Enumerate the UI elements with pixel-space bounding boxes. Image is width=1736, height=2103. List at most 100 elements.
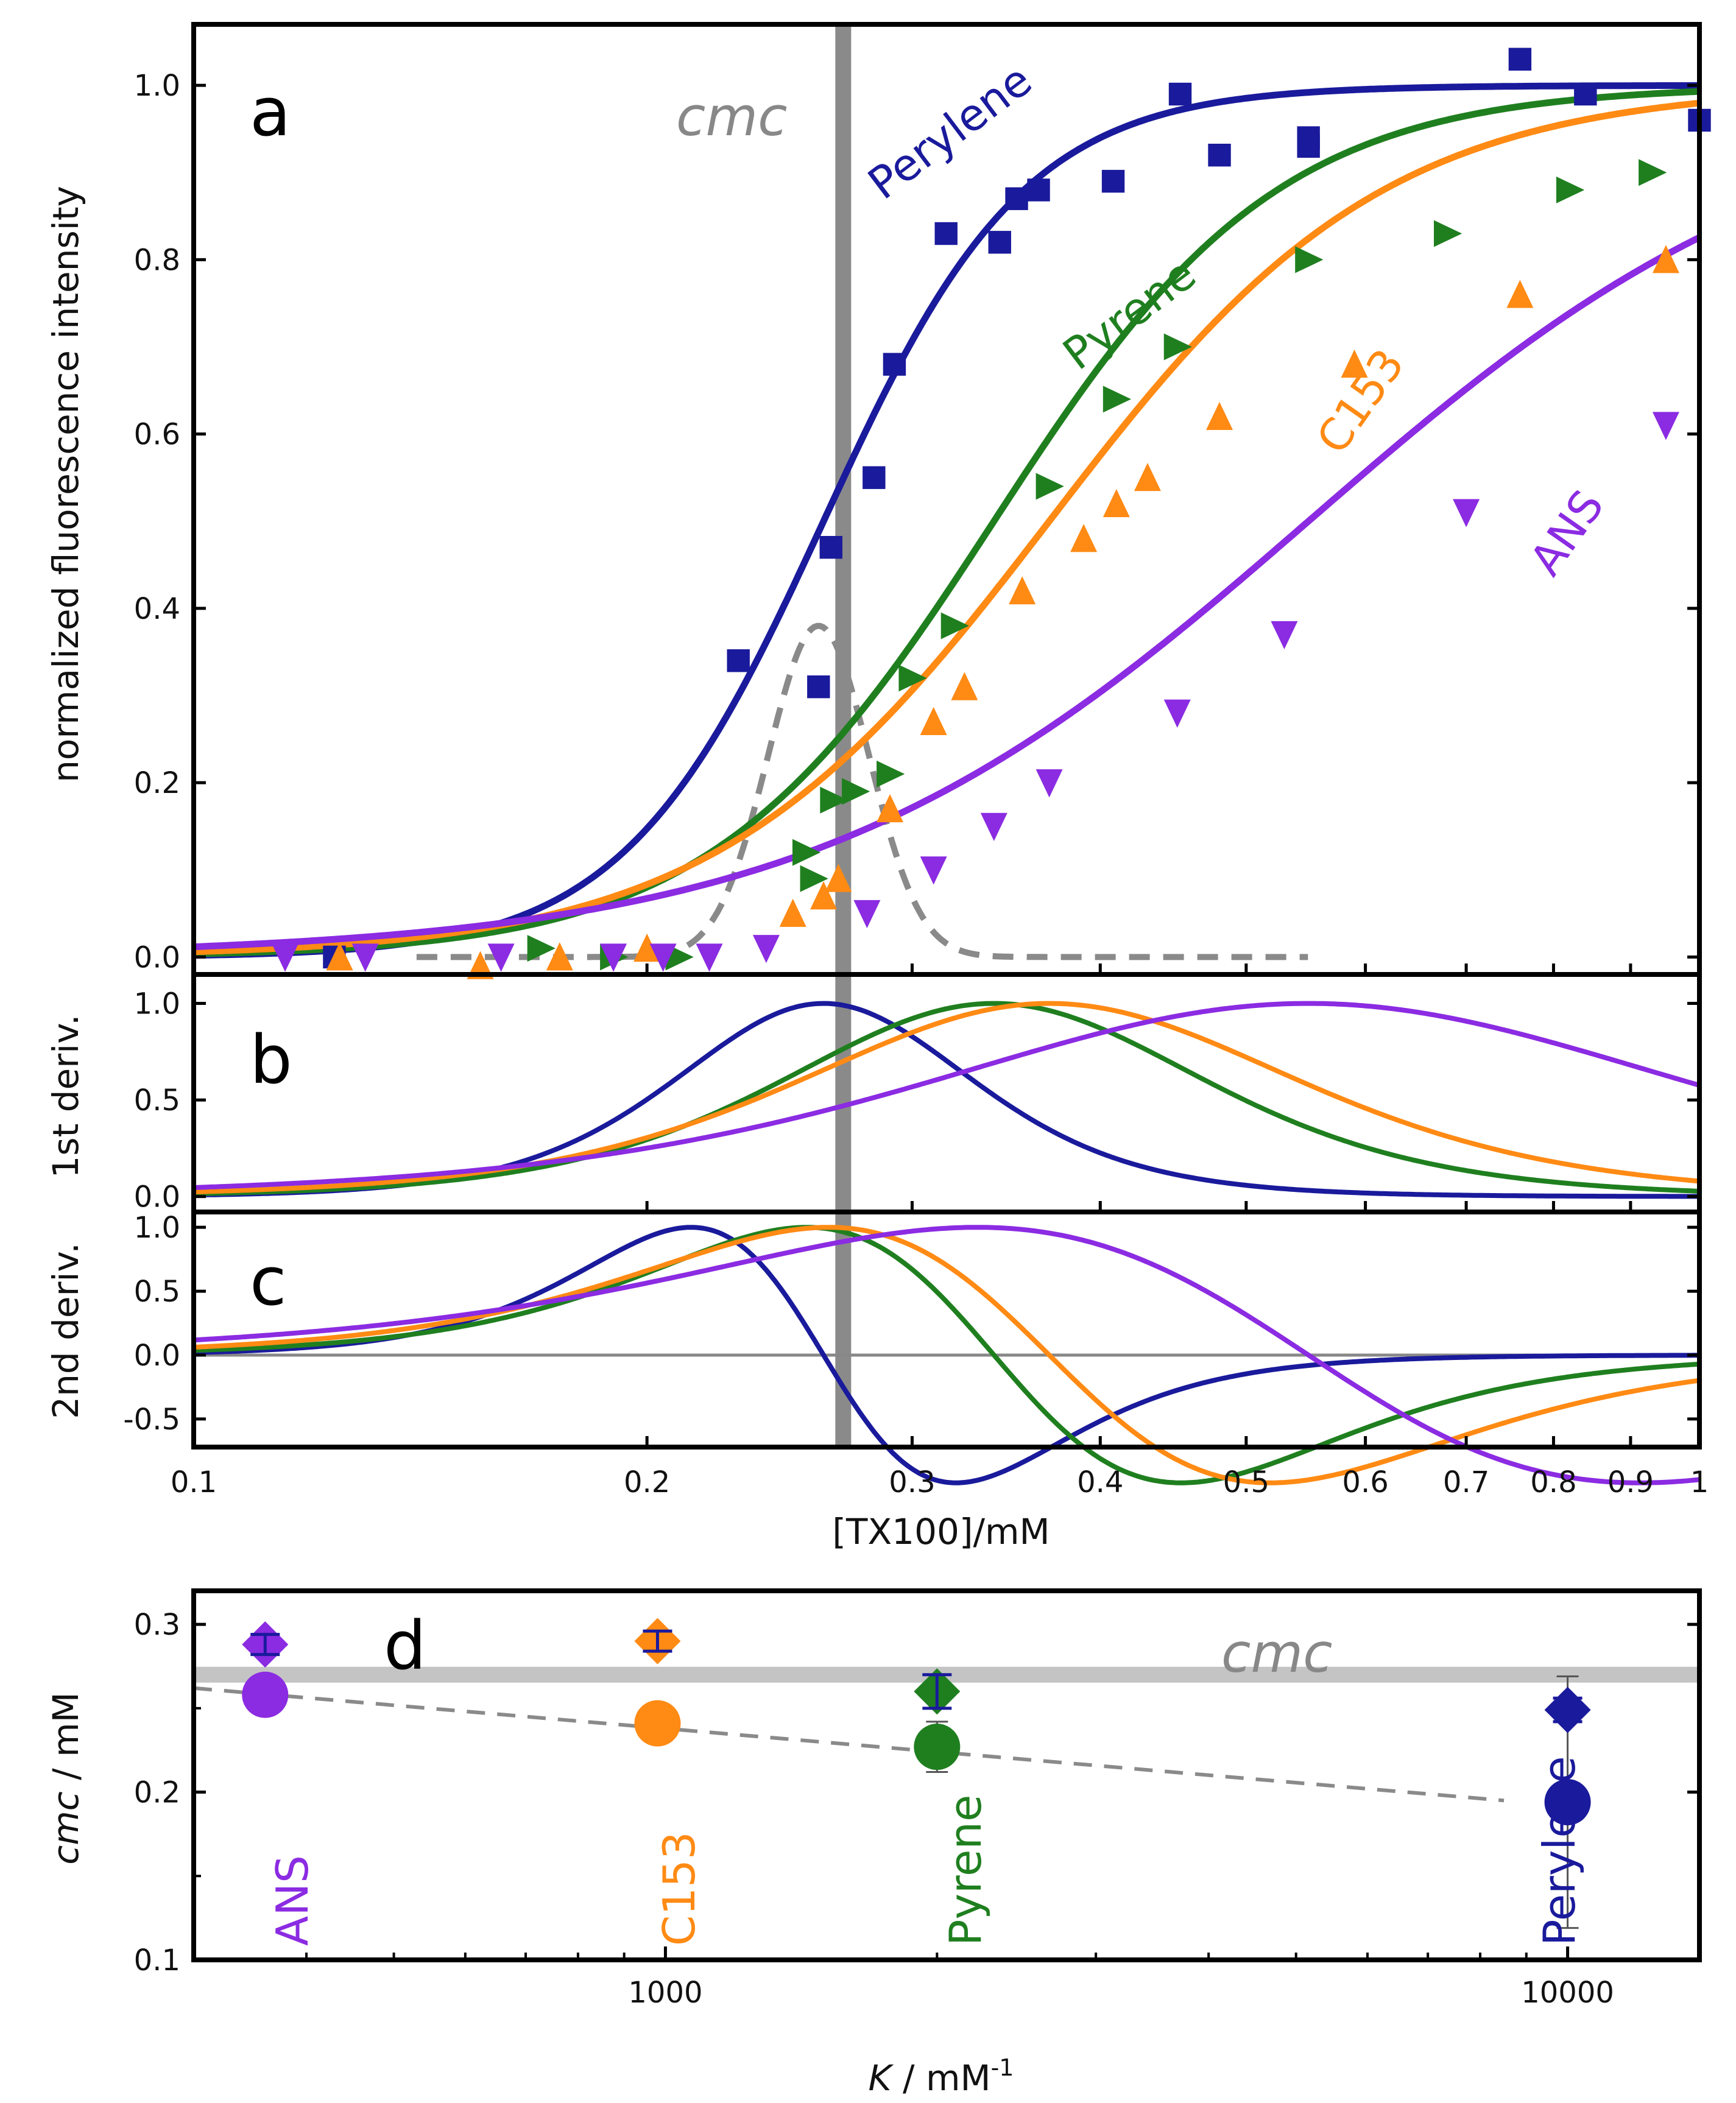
panel-label-c: c bbox=[250, 1242, 286, 1320]
first-derivative-perylene bbox=[193, 1001, 1699, 1199]
data-point-c153-13 bbox=[1134, 463, 1161, 491]
circle-point-ans bbox=[242, 1671, 289, 1718]
data-point-pyrene-11 bbox=[1103, 386, 1132, 413]
data-point-pyrene-10 bbox=[1036, 473, 1064, 500]
panel-c-ytick-label-1: 0.0 bbox=[134, 1339, 180, 1373]
frames-layer bbox=[191, 22, 1702, 1962]
data-point-c153-17 bbox=[1652, 245, 1679, 273]
data-point-pyrene-8 bbox=[898, 664, 927, 692]
data-point-perylene-6 bbox=[934, 222, 958, 245]
y-axis-label-d-cmc: cmc bbox=[45, 1791, 86, 1864]
data-point-ans-10 bbox=[1036, 769, 1063, 798]
x-axis-label-c: [TX100]/mM bbox=[832, 1511, 1050, 1552]
panel-c-ytick-label-2: 0.5 bbox=[134, 1275, 180, 1309]
data-point-perylene-10 bbox=[1101, 169, 1125, 193]
y-axis-label-b: 1st deriv. bbox=[45, 1014, 86, 1178]
data-point-perylene-12 bbox=[1208, 143, 1231, 167]
data-point-ans-14 bbox=[1652, 412, 1679, 440]
data-point-ans-5 bbox=[696, 943, 723, 972]
panel-d-ytick-label-0: 0.1 bbox=[134, 1943, 180, 1978]
panel-c-xtick-label-1: 0.2 bbox=[624, 1465, 670, 1499]
circle-point-pyrene bbox=[914, 1724, 961, 1770]
x-axis-label-d-k: K bbox=[869, 2057, 894, 2099]
data-point-pyrene-4 bbox=[800, 865, 828, 892]
first-derivative-c153 bbox=[193, 1001, 1700, 1194]
series-label-ans: ANS bbox=[1520, 481, 1614, 585]
data-point-pyrene-12 bbox=[1163, 333, 1192, 361]
data-point-perylene-7 bbox=[988, 231, 1011, 254]
cmc-label-d: cmc bbox=[1221, 1622, 1333, 1685]
curves-layer bbox=[193, 82, 1701, 1803]
panel-a-ytick-label-4: 0.8 bbox=[134, 243, 180, 277]
data-point-perylene-4 bbox=[863, 466, 886, 489]
data-point-c153-6 bbox=[825, 864, 852, 892]
trend-line-d bbox=[193, 1686, 1505, 1803]
panel-b-ytick-label-1: 0.5 bbox=[134, 1083, 180, 1118]
data-point-c153-7 bbox=[877, 794, 904, 823]
data-point-ans-7 bbox=[853, 900, 881, 929]
data-point-perylene-16 bbox=[1574, 82, 1597, 106]
panel-a-ytick-label-1: 0.2 bbox=[134, 766, 180, 800]
x-axis-label-d-sup: -1 bbox=[991, 2054, 1014, 2081]
panel-b-ytick-label-0: 0.0 bbox=[134, 1180, 180, 1214]
fit-curve-ans bbox=[193, 234, 1701, 951]
panel-b-ytick-label-2: 1.0 bbox=[134, 987, 180, 1021]
y-axis-label-d-unit: / mM bbox=[45, 1692, 86, 1791]
data-point-c153-11 bbox=[1070, 524, 1098, 552]
data-point-c153-15 bbox=[1341, 349, 1368, 378]
d-label-pyrene: Pyrene bbox=[940, 1795, 991, 1946]
panel-c-xtick-label-6: 0.7 bbox=[1443, 1465, 1489, 1499]
data-point-perylene-5 bbox=[883, 353, 906, 376]
panel-d-ytick-label-1: 0.2 bbox=[134, 1776, 180, 1810]
data-point-c153-3 bbox=[633, 933, 661, 962]
data-point-perylene-15 bbox=[1508, 48, 1532, 71]
panel-c-xtick-label-3: 0.4 bbox=[1077, 1465, 1123, 1499]
panel-c-xtick-label-5: 0.6 bbox=[1342, 1465, 1388, 1499]
data-point-pyrene-7 bbox=[877, 760, 905, 787]
data-point-perylene-8 bbox=[1005, 187, 1028, 210]
data-point-ans-3 bbox=[600, 943, 627, 972]
panel-c-xtick-label-0: 0.1 bbox=[171, 1465, 217, 1499]
data-point-c153-8 bbox=[920, 706, 947, 735]
panel-c-ytick-label-0: -0.5 bbox=[123, 1403, 180, 1437]
panel-a-ytick-label-3: 0.6 bbox=[134, 418, 180, 452]
panel-label-b: b bbox=[250, 1021, 292, 1099]
frame-panel-c bbox=[191, 1210, 1702, 1450]
data-point-ans-11 bbox=[1163, 699, 1191, 728]
data-point-pyrene-15 bbox=[1556, 176, 1585, 203]
x-axis-label-d: K / mM-1 bbox=[869, 2054, 1014, 2099]
data-point-ans-1 bbox=[351, 943, 379, 972]
frame-panel-d bbox=[191, 1588, 1702, 1962]
panel-a-ytick-label-2: 0.4 bbox=[134, 592, 180, 626]
panel-c-xtick-label-8: 0.9 bbox=[1607, 1465, 1654, 1499]
data-point-ans-4 bbox=[649, 943, 677, 972]
data-point-c153-16 bbox=[1506, 280, 1534, 308]
data-point-pyrene-6 bbox=[842, 778, 870, 805]
data-point-c153-12 bbox=[1103, 488, 1130, 518]
reference-lines-layer bbox=[194, 24, 1699, 1683]
data-point-perylene-14 bbox=[1297, 126, 1320, 149]
panel-label-d: d bbox=[384, 1607, 426, 1685]
data-point-c153-10 bbox=[1009, 576, 1036, 605]
data-point-perylene-2 bbox=[807, 675, 830, 699]
data-point-pyrene-0 bbox=[527, 935, 556, 962]
first-derivative-pyrene bbox=[193, 1001, 1700, 1197]
panel-c-xtick-label-7: 0.8 bbox=[1530, 1465, 1576, 1499]
points-layer bbox=[242, 48, 1711, 1929]
panel-c-xtick-label-4: 0.5 bbox=[1223, 1465, 1269, 1499]
data-point-ans-8 bbox=[920, 856, 947, 885]
data-point-pyrene-13 bbox=[1295, 246, 1324, 273]
d-label-c153: C153 bbox=[654, 1831, 705, 1946]
panel-a-ytick-label-0: 0.0 bbox=[134, 940, 180, 974]
series-label-perylene: Perylene bbox=[859, 54, 1041, 210]
data-point-perylene-11 bbox=[1168, 82, 1192, 106]
data-point-pyrene-5 bbox=[820, 786, 849, 814]
data-point-ans-12 bbox=[1271, 621, 1298, 650]
data-point-ans-0 bbox=[272, 943, 299, 972]
panel-d-xtick-label-0: 1000 bbox=[628, 1976, 702, 2010]
data-point-c153-5 bbox=[810, 881, 838, 910]
fit-curve-c153 bbox=[193, 99, 1700, 956]
data-point-c153-0 bbox=[326, 942, 353, 971]
data-point-pyrene-16 bbox=[1639, 159, 1667, 186]
panel-d-xtick-label-1: 10000 bbox=[1521, 1976, 1614, 2010]
